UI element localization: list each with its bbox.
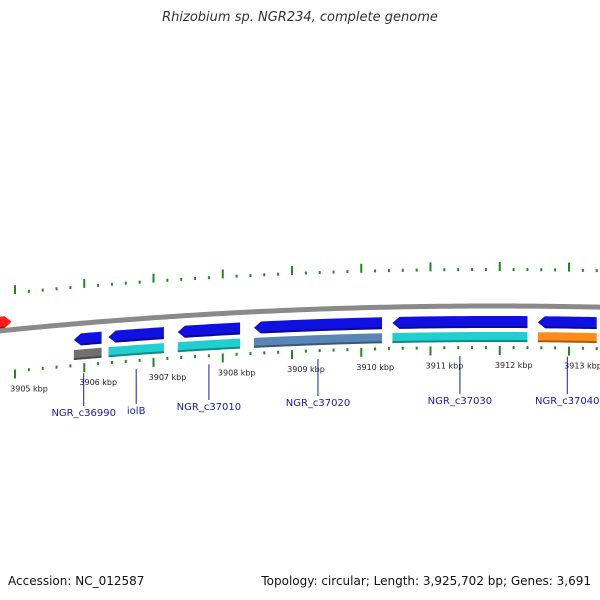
gene-label-ngr-c37040[interactable]: NGR_c37040: [535, 396, 600, 407]
scale-label-3910: 3910 kbp: [356, 363, 394, 372]
feature-shadow: [115, 337, 164, 343]
outer-tick-ring: [14, 262, 598, 295]
gene-label-iolb[interactable]: iolB: [127, 406, 146, 417]
feature-shadow: [253, 341, 383, 348]
feature-shadow: [108, 351, 164, 358]
scale-label-3913: 3913 kbp: [564, 362, 600, 371]
scale-label-3908: 3908 kbp: [218, 369, 256, 378]
genome-backbone: [0, 303, 600, 334]
feature-red-cds: [0, 316, 12, 329]
feature-shadow: [544, 326, 597, 330]
gene-labels: NGR_c36990 iolB NGR_c37010 NGR_c37020 NGR_c3…: [51, 356, 600, 419]
feature-ngr-c37040-gene: [537, 332, 597, 344]
scale-label-3911: 3911 kbp: [426, 361, 464, 370]
feature-track: [0, 316, 597, 361]
scale-label-3905: 3905 kbp: [10, 385, 48, 394]
feature-ngr-c36990: [73, 331, 102, 346]
feature-ngr-c36990-gene: [73, 347, 102, 361]
feature-ngr-c37010-gene: [177, 338, 241, 353]
scale-label-3912: 3912 kbp: [495, 361, 533, 370]
scale-label-3909: 3909 kbp: [287, 365, 325, 374]
feature-shadow: [399, 325, 528, 329]
gene-label-ngr-c37010[interactable]: NGR_c37010: [177, 402, 242, 413]
scale-label-3907: 3907 kbp: [149, 373, 187, 382]
gene-label-ngr-c37020[interactable]: NGR_c37020: [286, 398, 351, 409]
feature-ngr-c37030: [392, 316, 528, 329]
feature-ngr-c37010: [177, 322, 241, 338]
feature-shadow: [177, 346, 241, 353]
map-title: Rhizobium sp. NGR234, complete genome: [162, 10, 438, 25]
feature-shadow: [184, 332, 241, 338]
feature-iolb-gene: [108, 343, 164, 358]
accession-text: Accession: NC_012587: [8, 574, 145, 588]
feature-shadow: [537, 340, 597, 344]
feature-iolb: [108, 327, 164, 343]
feature-ngr-c37020-gene: [253, 333, 383, 348]
feature-shadow: [80, 341, 102, 346]
scale-label-3906: 3906 kbp: [79, 378, 117, 387]
gene-label-ngr-c36990[interactable]: NGR_c36990: [51, 408, 116, 419]
feature-ngr-c37030-gene: [392, 332, 528, 344]
feature-ngr-c37040: [537, 316, 597, 330]
gene-label-ngr-c37030[interactable]: NGR_c37030: [428, 396, 493, 407]
topology-text: Topology: circular; Length: 3,925,702 bp…: [261, 574, 591, 588]
scale-labels: 3905 kbp 3906 kbp 3907 kbp 3908 kbp 3909 kbp…: [10, 361, 600, 394]
inner-tick-ring: [14, 346, 598, 379]
feature-ngr-c37020: [253, 317, 383, 334]
feature-shadow: [73, 355, 102, 361]
feature-shadow: [260, 327, 383, 334]
feature-shadow: [392, 339, 528, 344]
